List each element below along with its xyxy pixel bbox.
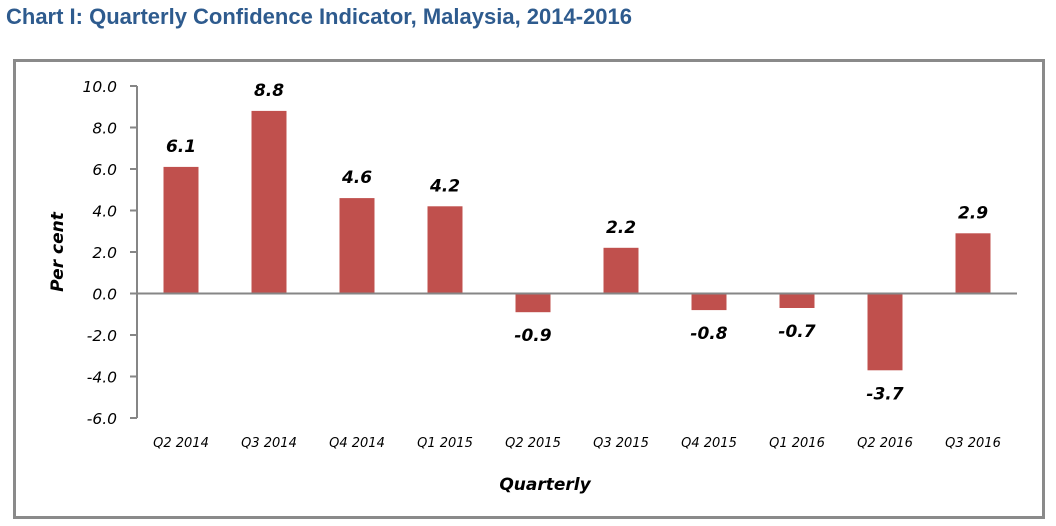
y-tick-labels: 10.0 8.0 6.0 4.0 2.0 0.0 -2.0 -4.0 -6.0: [82, 78, 117, 428]
x-tick-labels: Q2 2014 Q3 2014 Q4 2014 Q1 2015 Q2 2015 Q3 20…: [153, 436, 1001, 451]
x-tick-label: Q3 2016: [945, 436, 1001, 451]
y-tick-label: -4.0: [87, 369, 117, 387]
bar-q1-2015: [427, 206, 463, 294]
bar-q3-2016: [955, 233, 991, 294]
y-tick-label: 6.0: [92, 161, 117, 179]
x-tick-label: Q1 2016: [769, 436, 825, 451]
data-label: -3.7: [866, 384, 903, 404]
bar-q3-2014: [251, 110, 287, 294]
bar-q2-2014: [163, 166, 199, 294]
data-label: -0.8: [690, 324, 727, 344]
bar-q2-2016: [867, 293, 903, 371]
data-label: -0.7: [778, 322, 815, 342]
x-tick-label: Q4 2014: [329, 436, 385, 451]
bar-q4-2014: [339, 198, 375, 294]
y-tick-label: 8.0: [92, 120, 117, 138]
data-labels: 6.1 8.8 4.6 4.2 -0.9 2.2 -0.8 -0.7 -3.7 2.9: [166, 81, 988, 404]
bar-q4-2015: [691, 293, 727, 311]
x-tick-label: Q4 2015: [681, 436, 737, 451]
bar-q1-2016: [779, 293, 815, 308]
x-tick-label: Q2 2015: [505, 436, 561, 451]
data-label: 2.2: [606, 218, 636, 238]
data-label: 4.6: [341, 168, 372, 188]
y-tick-label: 2.0: [92, 244, 117, 262]
x-tick-label: Q2 2016: [857, 436, 913, 451]
axes-group: [130, 85, 1017, 419]
x-tick-label: Q3 2014: [241, 436, 297, 451]
y-tick-label: 10.0: [82, 78, 117, 96]
bar-q2-2015: [515, 293, 551, 313]
bar-q3-2015: [603, 247, 639, 294]
y-tick-label: 0.0: [92, 286, 117, 304]
y-tick-label: -6.0: [87, 410, 117, 428]
x-axis-title: Quarterly: [499, 475, 591, 495]
y-tick-label: -2.0: [87, 327, 117, 345]
chart-frame: [13, 59, 1045, 519]
x-tick-label: Q1 2015: [417, 436, 473, 451]
data-label: -0.9: [514, 326, 551, 346]
data-label: 6.1: [166, 137, 196, 157]
bars-group: [163, 110, 991, 371]
y-tick-label: 4.0: [92, 203, 117, 221]
x-tick-label: Q2 2014: [153, 436, 209, 451]
data-label: 4.2: [429, 176, 460, 196]
x-tick-label: Q3 2015: [593, 436, 649, 451]
data-label: 8.8: [254, 81, 284, 101]
data-label: 2.9: [958, 203, 988, 223]
y-axis-title: Per cent: [48, 211, 68, 292]
chart-title: Chart I: Quarterly Confidence Indicator,…: [6, 4, 633, 29]
